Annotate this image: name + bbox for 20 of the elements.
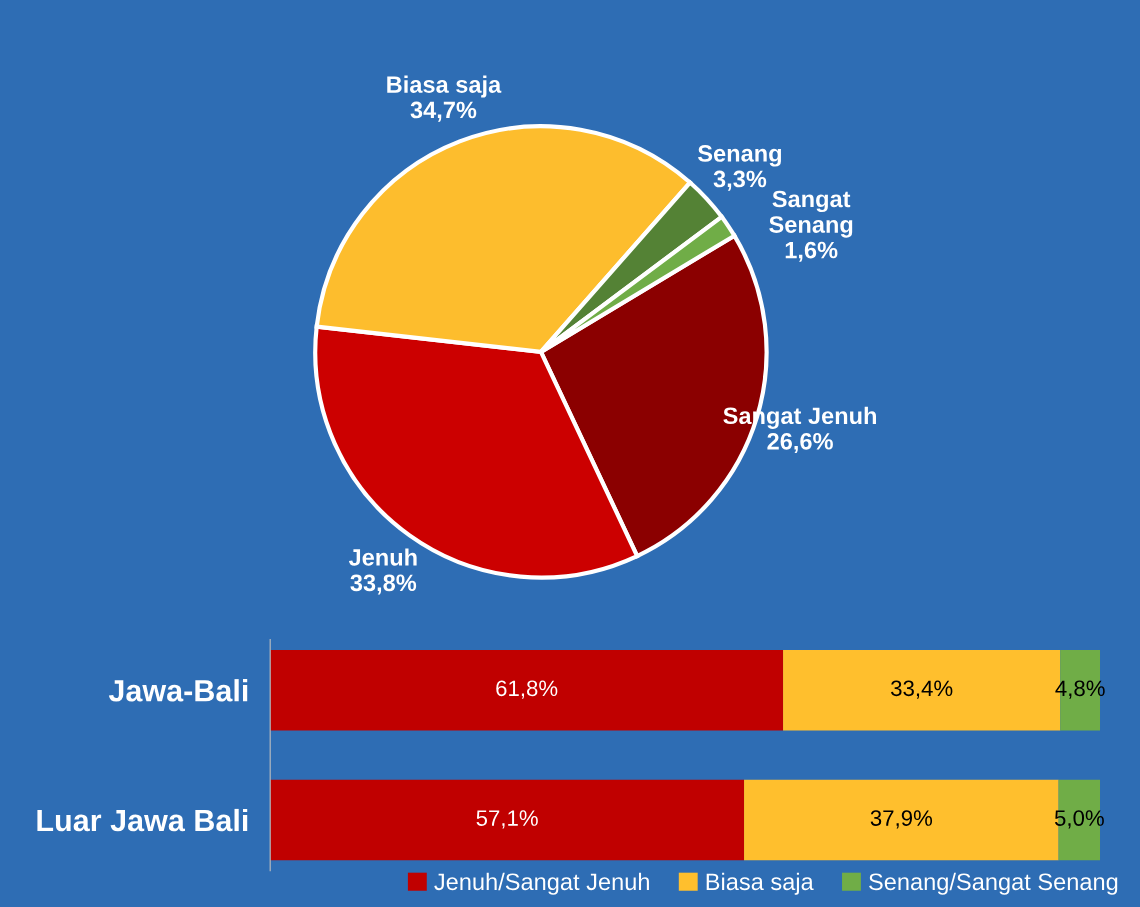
slice-label: Biasa saja	[387, 75, 502, 98]
bar	[270, 649, 784, 731]
data-label: 61,8%	[496, 680, 558, 699]
legend-label: Biasa saja	[706, 872, 814, 895]
data-label: 1,6%	[785, 241, 838, 262]
data-label: 33,8%	[350, 574, 417, 595]
data-label: 34,7%	[410, 101, 477, 122]
data-label: 26,6%	[767, 432, 833, 454]
data-label: 37,9%	[870, 810, 933, 829]
slice-label: Jenuh	[348, 548, 417, 566]
legend-label: Senang/Sangat Senang	[869, 872, 1118, 895]
data-label: 3,3%	[713, 170, 767, 191]
data-label: 57,1%	[476, 810, 538, 829]
legend-label: Jenuh/Sangat Jenuh	[434, 872, 649, 895]
y-tick-label: Luar Jawa Bali	[37, 808, 248, 832]
slice-label: Senang	[697, 145, 781, 167]
slice-label: Sangat Senang	[769, 190, 853, 238]
data-label: 33,4%	[891, 680, 953, 699]
bar	[270, 779, 745, 861]
y-tick-label: Jawa-Bali	[108, 679, 248, 702]
